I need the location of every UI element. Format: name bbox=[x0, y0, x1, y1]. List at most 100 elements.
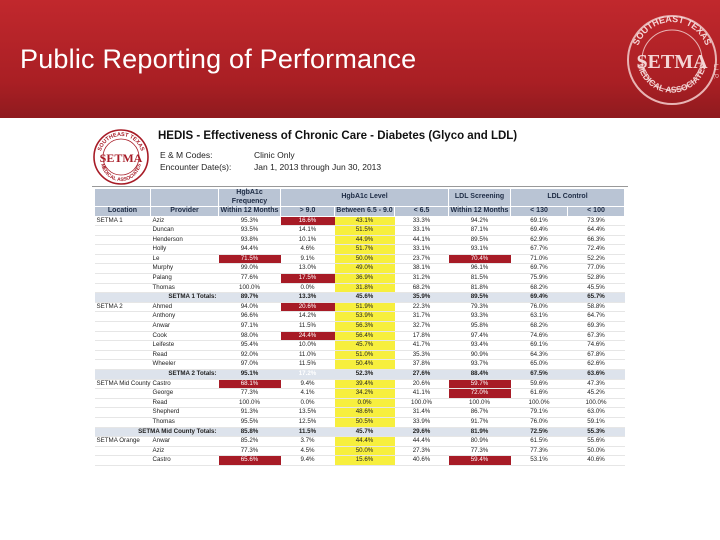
location-cell bbox=[94, 417, 151, 428]
provider-cell: Ahmed bbox=[150, 302, 219, 313]
value-cell: 68.1% bbox=[218, 379, 281, 390]
table-row: Leifeste 95.4% 10.0% 45.7% 41.7% 93.4% 69.1% 74… bbox=[94, 340, 625, 351]
value-cell: 53.9% bbox=[334, 311, 395, 323]
provider-cell: Holly bbox=[150, 244, 219, 255]
value-cell: 63.0% bbox=[567, 407, 625, 418]
col-header-within-12: Within 12 Months bbox=[218, 206, 281, 217]
table-row: Aziz 77.3% 4.5% 50.0% 27.3% 77.3% 77.3% 50.0% bbox=[94, 446, 625, 457]
provider-cell: Thomas bbox=[150, 283, 219, 294]
value-cell: 94.4% bbox=[218, 244, 281, 255]
value-cell: 50.4% bbox=[334, 359, 395, 370]
value-cell: 67.5% bbox=[510, 369, 568, 380]
value-cell: 14.2% bbox=[280, 311, 335, 323]
value-cell: 56.3% bbox=[334, 321, 395, 332]
provider-cell: Shepherd bbox=[150, 407, 219, 418]
provider-cell: Aziz bbox=[150, 446, 219, 457]
value-cell: 23.7% bbox=[394, 254, 449, 265]
location-cell bbox=[94, 340, 151, 351]
table-row: Duncan 93.5% 14.1% 51.5% 33.1% 87.1% 69.4% 64.4… bbox=[94, 225, 625, 236]
table-row: Anwar 97.1% 11.5% 56.3% 32.7% 95.8% 68.2% 69.3% bbox=[94, 321, 625, 332]
group-header-row: HgbA1c Frequency HgbA1c Level LDL Screen… bbox=[94, 188, 625, 207]
location-cell bbox=[94, 235, 151, 246]
provider-cell: Wheeler bbox=[150, 359, 219, 370]
provider-cell: Murphy bbox=[150, 263, 219, 275]
value-cell: 17.8% bbox=[394, 331, 449, 342]
value-cell: 70.4% bbox=[448, 254, 511, 265]
value-cell: 94.0% bbox=[218, 302, 281, 313]
value-cell: 97.1% bbox=[218, 321, 281, 332]
value-cell: 64.3% bbox=[510, 350, 568, 361]
location-cell bbox=[94, 263, 151, 275]
value-cell: 95.8% bbox=[448, 321, 511, 332]
value-cell: 4.1% bbox=[280, 388, 335, 399]
table-row: Le 71.5% 9.1% 50.0% 23.7% 70.4% 71.0% 52.2% bbox=[94, 254, 625, 265]
value-cell: 99.0% bbox=[218, 263, 281, 275]
value-cell: 59.7% bbox=[448, 379, 511, 390]
col-header-provider: Provider bbox=[150, 206, 219, 217]
table-row: Murphy 99.0% 13.0% 49.0% 38.1% 96.1% 69.7% 77.0… bbox=[94, 263, 625, 275]
value-cell: 44.4% bbox=[394, 436, 449, 447]
report-title: HEDIS - Effectiveness of Chronic Care - … bbox=[158, 130, 518, 142]
value-cell: 77.3% bbox=[218, 388, 281, 399]
encounter-date-line: Encounter Date(s): Jan 1, 2013 through Ju… bbox=[160, 162, 381, 172]
value-cell: 89.7% bbox=[218, 292, 281, 303]
location-cell bbox=[94, 244, 151, 255]
table-row: George 77.3% 4.1% 34.2% 41.1% 72.0% 61.6% 45.2% bbox=[94, 388, 625, 399]
value-cell: 34.2% bbox=[334, 388, 395, 399]
value-cell: 35.9% bbox=[394, 292, 449, 303]
location-cell: SETMA 1 bbox=[94, 216, 151, 227]
value-cell: 31.2% bbox=[394, 273, 449, 284]
value-cell: 0.0% bbox=[280, 398, 335, 409]
location-cell bbox=[94, 321, 151, 332]
provider-cell: Cook bbox=[150, 331, 219, 342]
location-cell bbox=[94, 283, 151, 294]
blank-header bbox=[94, 188, 151, 207]
value-cell: 81.8% bbox=[448, 283, 511, 294]
totals-label: SETMA 2 Totals: bbox=[94, 369, 219, 380]
value-cell: 47.3% bbox=[567, 379, 625, 390]
value-cell: 45.5% bbox=[567, 283, 625, 294]
table-row: Holly 94.4% 4.6% 51.7% 33.1% 93.1% 67.7% 72.4% bbox=[94, 244, 625, 255]
value-cell: 85.2% bbox=[218, 436, 281, 447]
value-cell: 9.4% bbox=[280, 455, 335, 466]
value-cell: 37.8% bbox=[394, 359, 449, 370]
col-header-between: Between 6.5 - 9.0 bbox=[334, 206, 395, 217]
column-header-row: Location Provider Within 12 Months > 9.0… bbox=[94, 206, 625, 217]
value-cell: 79.3% bbox=[448, 302, 511, 313]
value-cell: 50.0% bbox=[334, 254, 395, 265]
value-cell: 96.6% bbox=[218, 311, 281, 323]
value-cell: 48.6% bbox=[334, 407, 395, 418]
em-codes-label: E & M Codes: bbox=[160, 150, 213, 160]
totals-row: SETMA 2 Totals: 95.1% 17.2% 52.3% 27.6% 88.4%… bbox=[94, 369, 625, 380]
value-cell: 40.6% bbox=[394, 455, 449, 466]
value-cell: 61.5% bbox=[510, 436, 568, 447]
table-row: Shepherd 91.3% 13.5% 48.6% 31.4% 86.7% 79.1% 63… bbox=[94, 407, 625, 418]
location-cell bbox=[94, 359, 151, 370]
value-cell: 74.6% bbox=[510, 331, 568, 342]
value-cell: 92.0% bbox=[218, 350, 281, 361]
location-cell bbox=[94, 398, 151, 409]
value-cell: 44.9% bbox=[334, 235, 395, 246]
value-cell: 93.4% bbox=[448, 340, 511, 351]
table-row: Wheeler 97.0% 11.5% 50.4% 37.8% 93.7% 65.0% 62.… bbox=[94, 359, 625, 370]
value-cell: 73.9% bbox=[567, 216, 625, 227]
value-cell: 97.4% bbox=[448, 331, 511, 342]
value-cell: 71.0% bbox=[510, 254, 568, 265]
value-cell: 86.7% bbox=[448, 407, 511, 418]
document-setma-logo-icon: SOUTHEAST TEXAS SETMA MEDICAL ASSOCIATES bbox=[93, 129, 149, 185]
col-header-lt-6-5: < 6.5 bbox=[394, 206, 449, 217]
setma-logo-icon: SOUTHEAST TEXAS SETMA MEDICAL ASSOCIATES… bbox=[627, 14, 718, 105]
location-cell bbox=[94, 273, 151, 284]
table-body: SETMA 1 Aziz 95.3% 16.6% 43.1% 33.3% 94.2% 69.1… bbox=[94, 216, 625, 466]
value-cell: 81.9% bbox=[448, 427, 511, 438]
location-cell bbox=[94, 350, 151, 361]
em-codes-value: Clinic Only bbox=[254, 150, 295, 160]
svg-text:L.L.P.: L.L.P. bbox=[712, 64, 718, 79]
value-cell: 77.0% bbox=[567, 263, 625, 275]
value-cell: 81.5% bbox=[448, 273, 511, 284]
col-header-lt-100: < 100 bbox=[567, 206, 625, 217]
value-cell: 93.8% bbox=[218, 235, 281, 246]
location-cell bbox=[94, 388, 151, 399]
value-cell: 93.5% bbox=[218, 225, 281, 236]
value-cell: 69.4% bbox=[510, 292, 568, 303]
